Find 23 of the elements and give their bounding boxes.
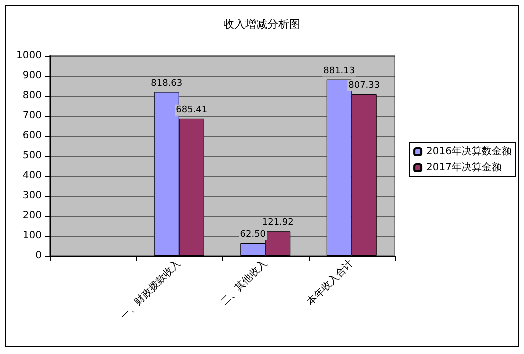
legend-label: 2016年决算数金额 [426,146,512,158]
x-tick-label: 一、财政拨款收入 [118,257,184,322]
y-tick-label: 800 [22,90,42,102]
y-tick-label: 900 [22,70,42,82]
y-tick-label: 500 [22,150,42,162]
data-label: 685.41 [176,105,208,116]
x-tick-label: 二、其他收入 [218,257,270,308]
data-label: 807.33 [348,81,380,92]
data-label: 62.50 [240,230,266,240]
x-tick-label: 本年收入合计 [304,257,356,308]
y-tick-label: 700 [22,110,42,122]
y-tick-label: 200 [22,210,42,222]
data-label: 881.13 [324,66,356,76]
data-label: 818.63 [151,78,183,89]
y-tick-label: 100 [22,230,42,242]
data-label: 121.92 [262,218,294,228]
y-tick-label: 300 [22,190,42,202]
y-tick-label: 600 [22,130,42,142]
y-tick-label: 400 [22,170,42,182]
y-tick-label: 1000 [16,50,42,62]
chart-title: 收入增减分析图 [224,18,300,31]
y-tick-label: 0 [36,250,42,262]
legend-label: 2017年决算金额 [426,162,502,174]
